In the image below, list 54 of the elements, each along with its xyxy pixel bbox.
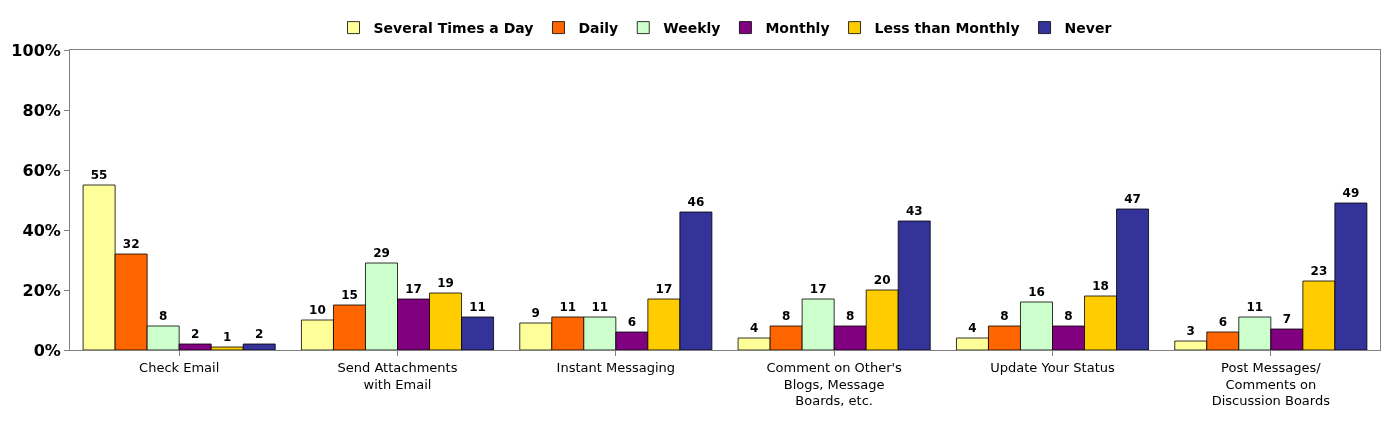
data-label: 11 — [469, 300, 486, 314]
data-label: 23 — [1310, 264, 1328, 278]
y-tick-label: 100% — [11, 40, 61, 60]
y-tick-label: 0% — [33, 340, 61, 360]
data-label: 8 — [1000, 309, 1009, 323]
data-label: 29 — [373, 246, 390, 260]
x-tick-label: Instant Messaging — [556, 359, 676, 375]
legend-label: Daily — [578, 20, 619, 37]
data-label: 7 — [1282, 312, 1292, 326]
data-label: 2 — [255, 327, 264, 341]
data-label: 19 — [437, 276, 454, 290]
y-tick-label: 80% — [22, 100, 61, 120]
legend-label: Weekly — [663, 20, 721, 37]
data-label: 18 — [1092, 279, 1109, 293]
data-label: 9 — [531, 306, 540, 320]
data-label: 11 — [1246, 300, 1264, 314]
data-label: 8 — [158, 309, 168, 323]
data-label: 4 — [749, 321, 759, 335]
x-tick-label: Update Your Status — [990, 359, 1115, 375]
data-label: 8 — [1064, 309, 1073, 323]
data-label: 3 — [1186, 324, 1195, 338]
x-tick-label: Check Email — [139, 359, 220, 375]
data-label: 20 — [873, 273, 891, 287]
data-label: 55 — [90, 168, 108, 182]
y-tick-label: 60% — [22, 160, 61, 180]
data-label: 10 — [309, 303, 326, 317]
data-label: 47 — [1124, 192, 1141, 206]
data-label: 11 — [591, 300, 609, 314]
data-label: 49 — [1342, 186, 1360, 200]
data-label: 17 — [809, 282, 827, 296]
x-tick-label: Send Attachments with Email — [337, 359, 458, 392]
data-label: 4 — [968, 321, 977, 335]
data-label: 17 — [655, 282, 673, 296]
data-label: 6 — [627, 315, 637, 329]
data-label: 46 — [687, 195, 705, 209]
x-tick-label: Comment on Other's Blogs, Message Boards, etc. — [766, 359, 903, 409]
data-label: 1 — [223, 330, 232, 344]
data-label: 32 — [122, 237, 140, 251]
data-label: 8 — [781, 309, 791, 323]
data-label: 17 — [405, 282, 422, 296]
data-label: 8 — [846, 309, 855, 323]
data-label: 2 — [191, 327, 200, 341]
legend-label: Monthly — [765, 20, 830, 37]
y-tick-label: 20% — [22, 280, 61, 300]
data-label: 6 — [1218, 315, 1227, 329]
y-tick-label: 40% — [22, 220, 61, 240]
x-tick-label: Post Messages/ Comments on Discussion Boards — [1211, 359, 1331, 409]
data-label: 16 — [1028, 285, 1045, 299]
legend-label: Never — [1064, 20, 1112, 37]
legend-label: Several Times a Day — [373, 20, 534, 37]
legend-label: Less than Monthly — [874, 20, 1020, 37]
data-label: 15 — [341, 288, 358, 302]
data-label: 43 — [905, 204, 923, 218]
data-label: 11 — [559, 300, 577, 314]
